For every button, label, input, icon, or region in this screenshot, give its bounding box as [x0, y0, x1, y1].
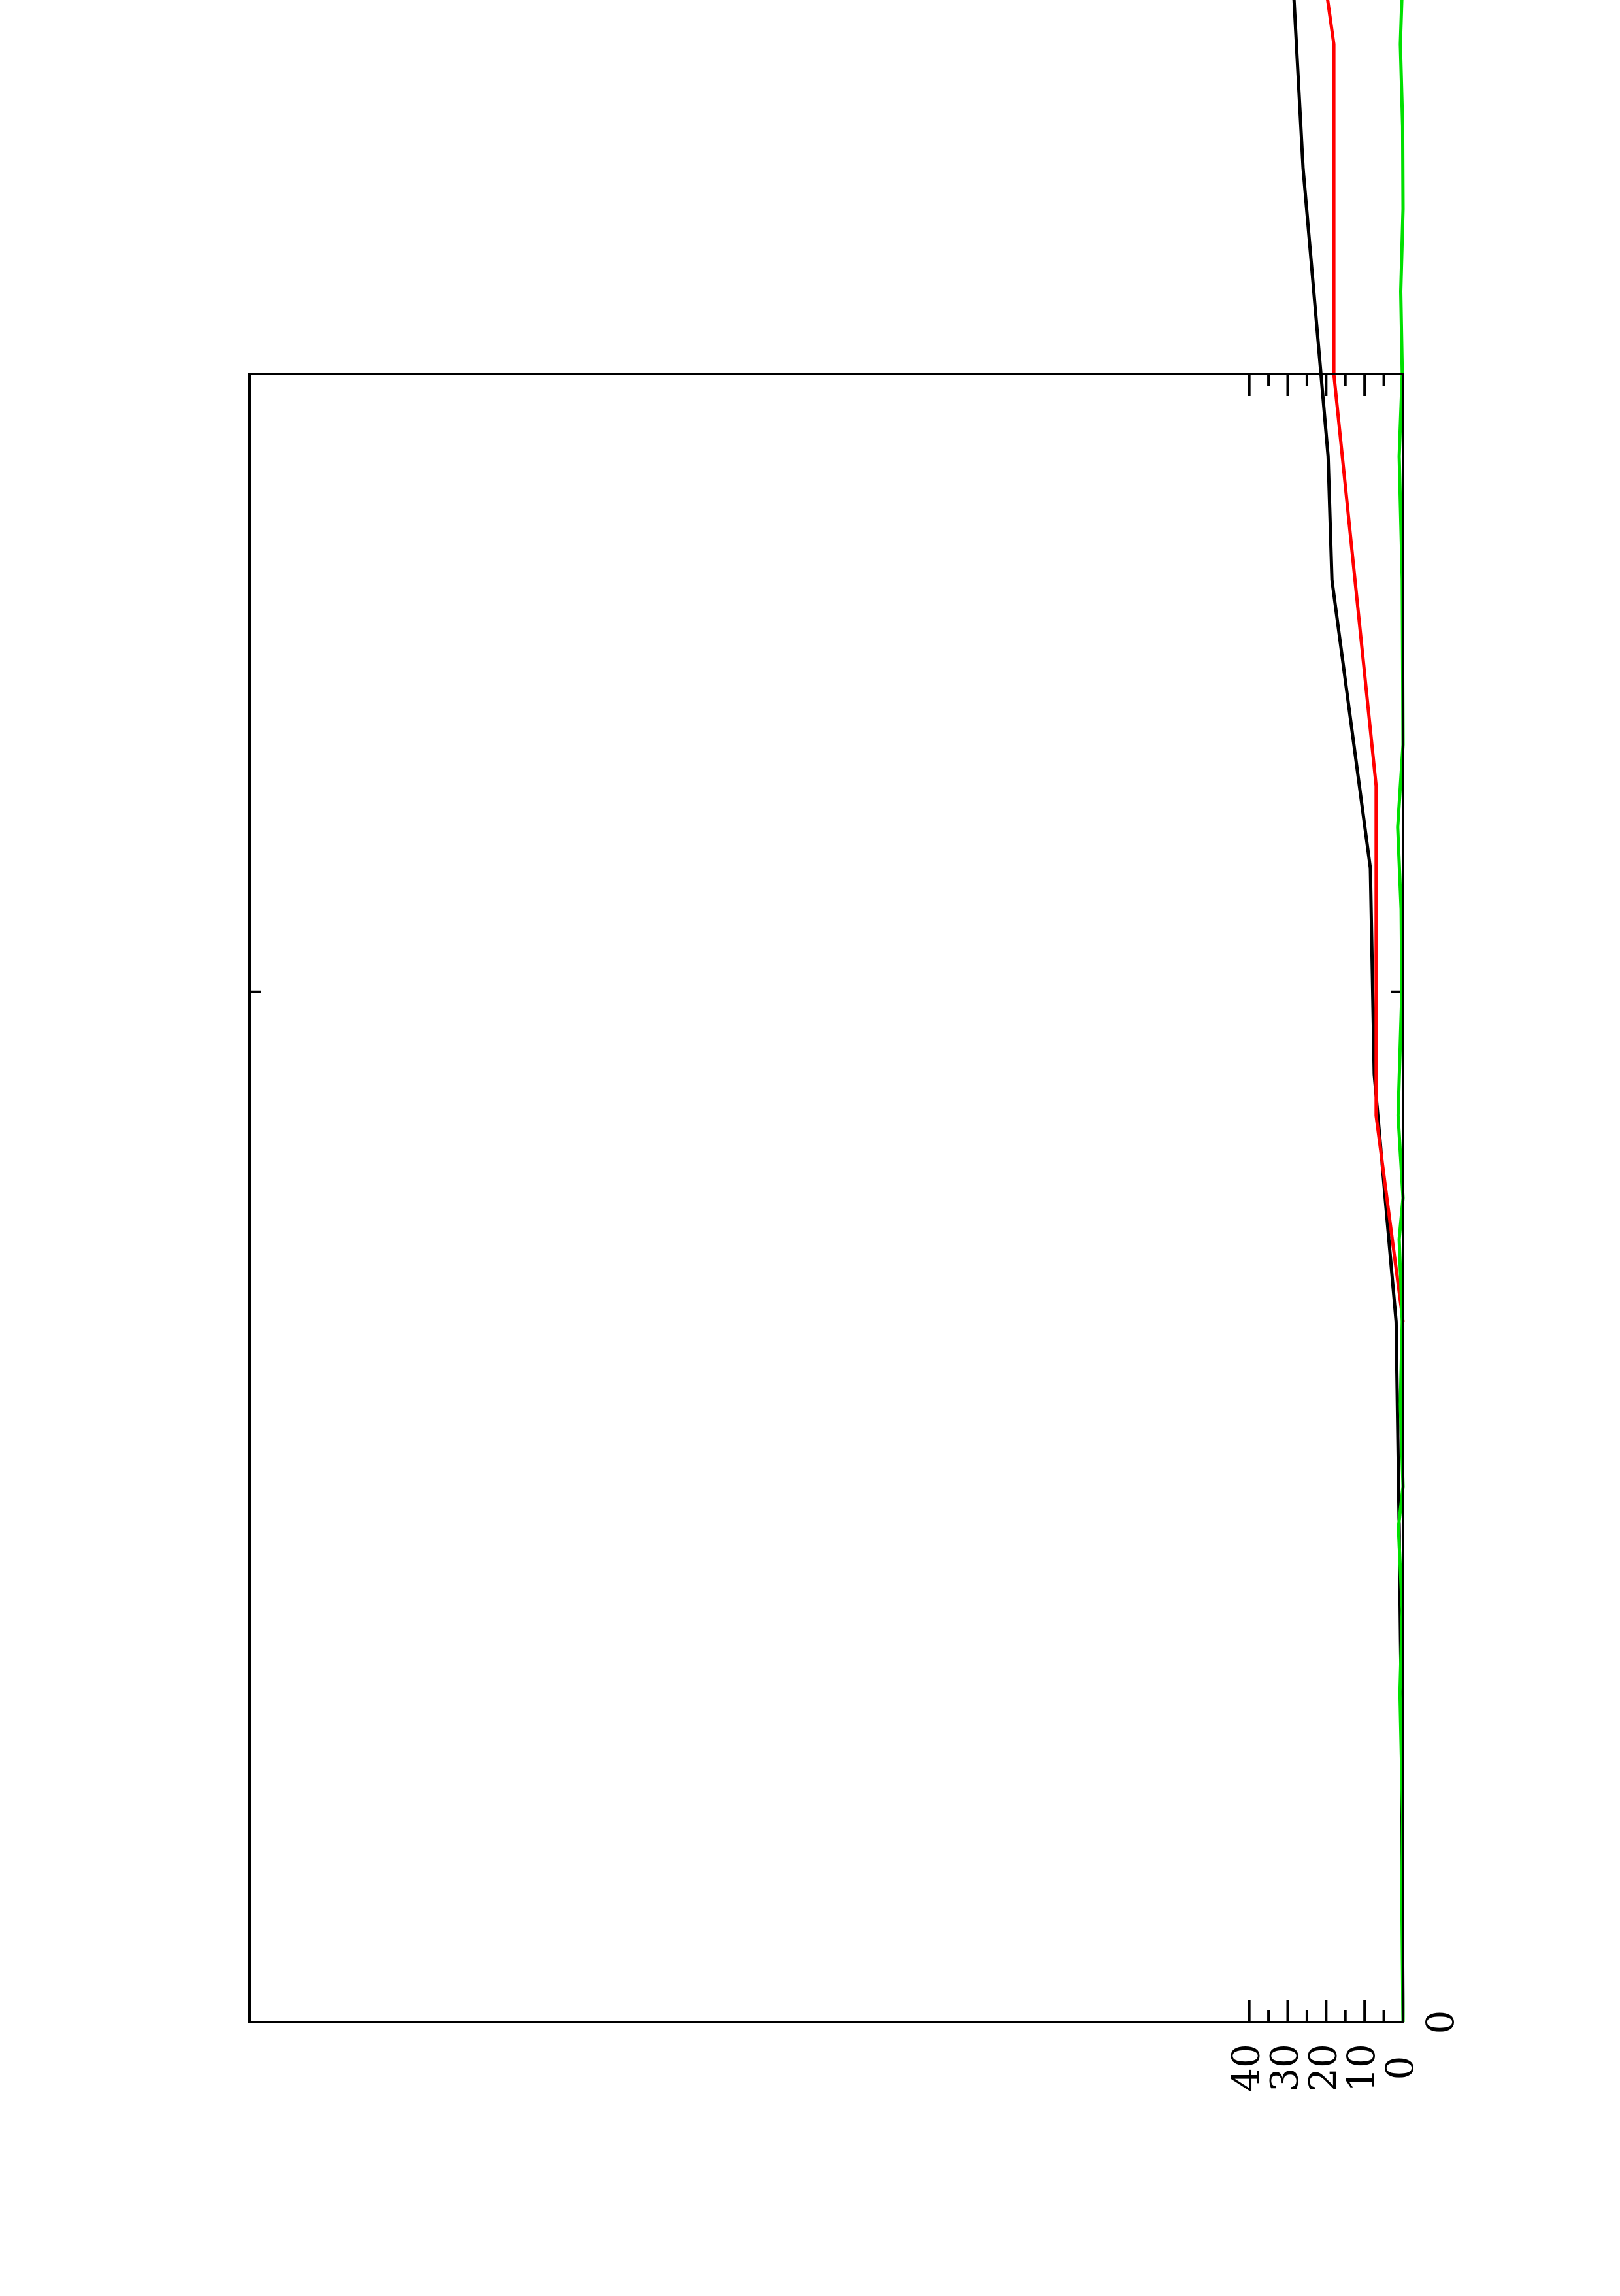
- data-series: [1292, 0, 1405, 2023]
- xtick-label: 0: [1418, 2010, 1463, 2035]
- ytick-label: 0: [1378, 2056, 1422, 2080]
- ytick-label: 10: [1339, 2044, 1383, 2092]
- series-line-3: [1396, 0, 1405, 2023]
- ytick-label: 20: [1300, 2044, 1345, 2092]
- ytick-label: 40: [1224, 2044, 1268, 2092]
- series-line-2: [1326, 0, 1405, 1322]
- tick-labels: 010203040050100150200250300: [1224, 2010, 1463, 2092]
- ytick-label: 30: [1263, 2044, 1307, 2092]
- tick-marks: [250, 374, 1404, 2023]
- plot-frame: [248, 373, 1404, 2023]
- series-line-1: [1292, 0, 1405, 2023]
